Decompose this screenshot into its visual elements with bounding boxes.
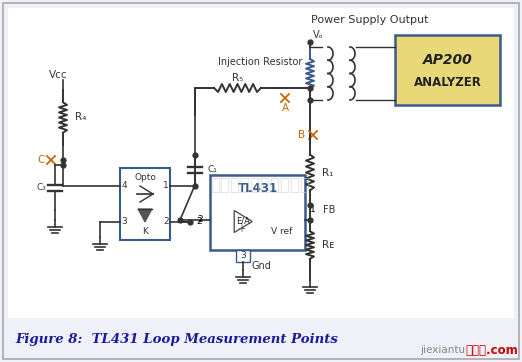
Text: Rᴇ: Rᴇ xyxy=(322,240,335,250)
Text: TL431: TL431 xyxy=(238,182,278,195)
Text: 2: 2 xyxy=(197,215,203,224)
Text: 1: 1 xyxy=(163,181,169,190)
Text: 3: 3 xyxy=(240,252,246,261)
Bar xyxy=(210,175,305,250)
Text: jiexiantu: jiexiantu xyxy=(420,345,465,355)
Text: 2: 2 xyxy=(196,218,201,227)
Bar xyxy=(395,35,500,105)
Text: R₅: R₅ xyxy=(232,73,243,83)
Text: Vcc: Vcc xyxy=(49,70,67,80)
Text: Opto: Opto xyxy=(134,173,156,181)
Text: E/A: E/A xyxy=(236,217,250,226)
Text: V ref: V ref xyxy=(270,227,292,236)
Text: 3: 3 xyxy=(121,218,127,227)
Text: R₁: R₁ xyxy=(322,168,334,177)
Text: Vₒ: Vₒ xyxy=(313,30,324,40)
Text: A: A xyxy=(281,103,289,113)
Bar xyxy=(8,8,514,318)
Text: B: B xyxy=(299,130,305,140)
Polygon shape xyxy=(138,209,152,222)
Text: AP200: AP200 xyxy=(423,52,472,67)
Text: Power Supply Output: Power Supply Output xyxy=(311,15,429,25)
Text: Gnd: Gnd xyxy=(251,261,271,271)
Text: ANALYZER: ANALYZER xyxy=(413,76,481,89)
Text: K: K xyxy=(142,227,148,236)
Text: 杭州将睽科技有限公司: 杭州将睽科技有限公司 xyxy=(210,176,310,194)
Text: 1: 1 xyxy=(310,206,316,215)
Text: C₁: C₁ xyxy=(207,165,217,174)
Text: C: C xyxy=(37,155,45,165)
Text: 2: 2 xyxy=(163,218,169,227)
Text: R₄: R₄ xyxy=(75,113,86,122)
Bar xyxy=(120,168,170,240)
Text: Injection Resistor: Injection Resistor xyxy=(218,57,302,67)
Text: 4: 4 xyxy=(121,181,127,190)
Text: FB: FB xyxy=(323,205,335,215)
Bar xyxy=(236,250,250,262)
Text: C₃: C₃ xyxy=(36,183,46,192)
Text: Figure 8:  TL431 Loop Measurement Points: Figure 8: TL431 Loop Measurement Points xyxy=(15,333,338,346)
Text: 接线图.com: 接线图.com xyxy=(465,344,518,357)
Text: +: + xyxy=(238,223,245,233)
